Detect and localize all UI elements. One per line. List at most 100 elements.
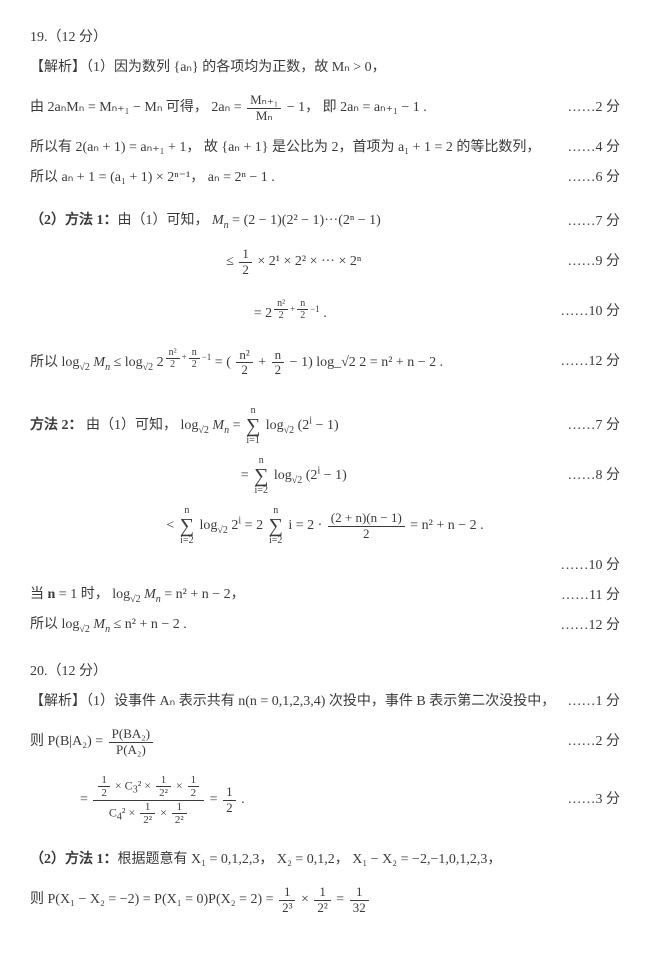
score-2: ……2 分: [568, 97, 621, 119]
q19-m2-score10: ……10 分: [30, 554, 620, 578]
q19-m1-line3: = 2n²2+n2−1 . ……10 分: [30, 290, 620, 334]
q19-m1-line1: （2）方法 1：由（1）可知， Mn = (2 − 1)(2² − 1)···(…: [30, 210, 620, 234]
q19-m2-line3: < n∑i=2 log√2 2i = 2 n∑i=2 i = 2 · (2 + …: [30, 504, 620, 548]
seg-c: .: [241, 792, 245, 807]
sum-symbol: n∑i=2: [180, 506, 194, 546]
seg-b: ×: [301, 892, 312, 907]
text: ≤ 12 × 2¹ × 2² × ··· × 2ⁿ: [30, 247, 558, 277]
seg-a: =: [241, 468, 252, 483]
seg: 根据题意有 X₁ = 0,1,2,3， X₂ = 0,1,2， X₁ − X₂ …: [118, 852, 502, 867]
bot: i=2: [180, 536, 194, 546]
sum-symbol: n∑i=2: [269, 506, 283, 546]
q19-header: 19.（12 分）: [30, 26, 620, 50]
text: 则 P(B|A₂) = P(BA₂)P(A₂): [30, 727, 558, 757]
score-8: ……8 分: [568, 465, 621, 487]
fraction: (2 + n)(n − 1)2: [328, 511, 405, 541]
seg: 由（1）可知， Mn = (2 − 1)(2² − 1)···(2ⁿ − 1): [118, 213, 381, 228]
den: 2: [239, 263, 252, 277]
seg-b: log√2 (2i − 1): [266, 418, 339, 433]
q19-m1-line2: ≤ 12 × 2¹ × 2² × ··· × 2ⁿ ……9 分: [30, 240, 620, 284]
num: n: [272, 348, 285, 363]
seg-d: − 1) log_√2 2 = n² + n − 2 .: [290, 355, 444, 370]
score-9: ……9 分: [568, 251, 621, 273]
text: = n∑i=2 log√2 (2i − 1): [30, 456, 558, 496]
score-10b: ……10 分: [561, 555, 621, 577]
fraction: P(BA₂)P(A₂): [109, 727, 153, 757]
fraction: 12: [223, 785, 236, 815]
q20-line3: = 12 × C3² × 12² × 12 C4² × 12² × 12² = …: [30, 770, 620, 830]
text: 【解析】（1）因为数列 {aₙ} 的各项均为正数，故 Mₙ > 0，: [30, 57, 620, 79]
text: 所以 log√2 Mn ≤ log√2 2n²2+n2−1 = ( n²2 + …: [30, 347, 551, 378]
text: 则 P(X₁ − X₂ = −2) = P(X₁ = 0)P(X₂ = 2) =…: [30, 885, 620, 915]
text: 所以有 2(aₙ + 1) = aₙ₊₁ + 1， 故 {aₙ + 1} 是公比…: [30, 137, 558, 159]
q19-line3: 所以有 2(aₙ + 1) = aₙ₊₁ + 1， 故 {aₙ + 1} 是公比…: [30, 136, 620, 160]
q19-line4: 所以 aₙ + 1 = (a₁ + 1) × 2ⁿ⁻¹， aₙ = 2ⁿ − 1…: [30, 166, 620, 190]
seg-c: +: [258, 355, 269, 370]
seg-b: log√2 (2i − 1): [274, 468, 347, 483]
den: P(A₂): [109, 743, 153, 757]
num: n²: [236, 348, 252, 363]
seg-c: i = 2 ·: [288, 518, 325, 533]
seg-a: 则 P(B|A₂) =: [30, 734, 107, 749]
num: 12 × C3² × 12² × 12: [93, 774, 204, 800]
bot: i=2: [254, 486, 268, 496]
num: Mₙ₊₁: [247, 93, 281, 108]
score-7b: ……7 分: [568, 415, 621, 437]
q19-m2-line2: = n∑i=2 log√2 (2i − 1) ……8 分: [30, 454, 620, 498]
seg-a: 由 2aₙMₙ = Mₙ₊₁ − Mₙ 可得， 2aₙ =: [30, 100, 245, 115]
den: 2: [328, 527, 405, 541]
seg-b: log√2 2i = 2: [200, 518, 264, 533]
sum-symbol: n∑i=1: [246, 406, 260, 446]
num: 1: [350, 885, 369, 900]
den: Mₙ: [247, 109, 281, 123]
num: P(BA₂): [109, 727, 153, 742]
q20-line2: 则 P(B|A₂) = P(BA₂)P(A₂) ……2 分: [30, 720, 620, 764]
den: 2: [236, 363, 252, 377]
seg-a: <: [166, 518, 177, 533]
den: 2³: [279, 901, 295, 915]
num: 1: [223, 785, 236, 800]
text: 【解析】（1）设事件 Aₙ 表示共有 n(n = 0,1,2,3,4) 次投中，…: [30, 691, 558, 713]
q19-line1: 【解析】（1）因为数列 {aₙ} 的各项均为正数，故 Mₙ > 0，: [30, 56, 620, 80]
score-7: ……7 分: [568, 211, 621, 233]
text: = 2n²2+n2−1 .: [30, 298, 551, 326]
seg-b: = (: [215, 355, 231, 370]
big-fraction: 12 × C3² × 12² × 12 C4² × 12² × 12²: [93, 774, 204, 825]
seg-b: × 2¹ × 2² × ··· × 2ⁿ: [257, 254, 361, 269]
text: 19.（12 分）: [30, 27, 620, 49]
text: （2）方法 1：根据题意有 X₁ = 0,1,2,3， X₂ = 0,1,2， …: [30, 849, 620, 871]
den: 2²: [314, 901, 330, 915]
seg-a: = 2: [254, 306, 272, 321]
seg-a: ≤: [226, 254, 237, 269]
score-12: ……12 分: [561, 351, 621, 373]
den: 32: [350, 901, 369, 915]
text: 当 n = 1 时， log√2 Mn = n² + n − 2，: [30, 584, 551, 608]
q20-m1-line1: （2）方法 1：根据题意有 X₁ = 0,1,2,3， X₂ = 0,1,2， …: [30, 848, 620, 872]
seg-b: − 1， 即 2aₙ = aₙ₊₁ − 1 .: [287, 100, 427, 115]
score-11: ……11 分: [561, 585, 620, 607]
fraction: n2: [272, 348, 285, 378]
seg-a: 由（1）可知， log√2 Mn =: [86, 418, 244, 433]
score-3: ……3 分: [568, 789, 621, 811]
num: 1: [239, 247, 252, 262]
sum-symbol: n∑i=2: [254, 456, 268, 496]
bot: i=1: [246, 436, 260, 446]
q19-m2-line1: 方法 2： 由（1）可知， log√2 Mn = n∑i=1 log√2 (2i…: [30, 404, 620, 448]
q20-header: 20.（12 分）: [30, 660, 620, 684]
den: 2: [272, 363, 285, 377]
seg-b: .: [323, 306, 327, 321]
seg-a: =: [80, 792, 91, 807]
bot: i=2: [269, 536, 283, 546]
den: C4² × 12² × 12²: [93, 801, 204, 826]
den: 2: [223, 801, 236, 815]
method-label: 方法 2：: [30, 418, 83, 433]
fraction: 12²: [314, 885, 330, 915]
seg-a: 则 P(X₁ − X₂ = −2) = P(X₁ = 0)P(X₂ = 2) =: [30, 892, 277, 907]
num: 1: [279, 885, 295, 900]
num: (2 + n)(n − 1): [328, 511, 405, 526]
num: 1: [314, 885, 330, 900]
text: < n∑i=2 log√2 2i = 2 n∑i=2 i = 2 · (2 + …: [30, 506, 620, 546]
score-6: ……6 分: [568, 167, 621, 189]
fraction: 132: [350, 885, 369, 915]
q19-m2-line4: 当 n = 1 时， log√2 Mn = n² + n − 2， ……11 分: [30, 584, 620, 608]
